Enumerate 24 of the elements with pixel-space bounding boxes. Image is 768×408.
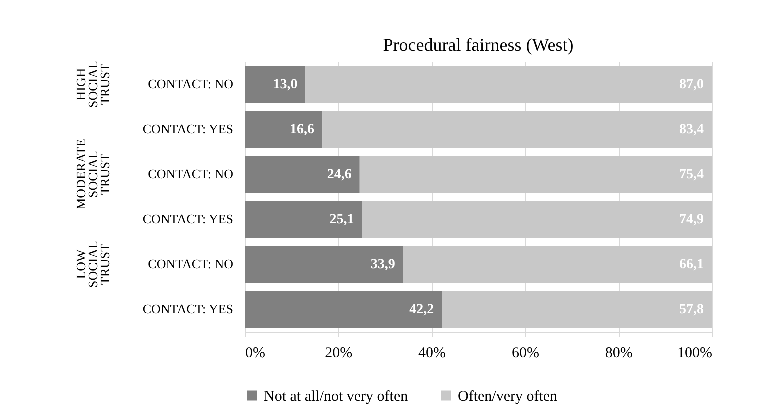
y-tick-label: CONTACT: NO: [148, 166, 234, 182]
data-label: 13,0: [273, 78, 298, 92]
y-tick-label: CONTACT: YES: [142, 212, 234, 226]
text: MODERATE SOCIAL TRUST: [74, 139, 112, 210]
data-label: 42,2: [410, 302, 434, 318]
x-tick-label: 0%: [246, 346, 266, 362]
y-tick-label: CONTACT: YES: [142, 122, 234, 136]
data-label: 33,9: [370, 258, 396, 272]
x-tick-label: 40%: [418, 346, 446, 362]
x-tick-label: 80%: [605, 346, 633, 362]
data-label: 24,6: [327, 168, 352, 182]
y-tick-label: CONTACT: NO: [148, 256, 234, 272]
legend-label: Often/very often: [458, 388, 558, 405]
chart-title: Procedural fairness (West): [383, 35, 574, 56]
y-tick-label: CONTACT: NO: [148, 76, 234, 92]
data-label: 25,1: [330, 212, 354, 228]
legend-label: Not at all/not very often: [264, 388, 409, 405]
text: LOW SOCIAL TRUST: [74, 240, 112, 288]
x-tick-label: 20%: [325, 346, 353, 362]
x-tick-label: 100%: [678, 346, 712, 362]
y-tick-label: CONTACT: YES: [142, 302, 234, 316]
x-tick-label: 60%: [512, 346, 540, 362]
data-label: 16,6: [290, 122, 315, 138]
text: HIGH SOCIAL TRUST: [74, 60, 112, 108]
